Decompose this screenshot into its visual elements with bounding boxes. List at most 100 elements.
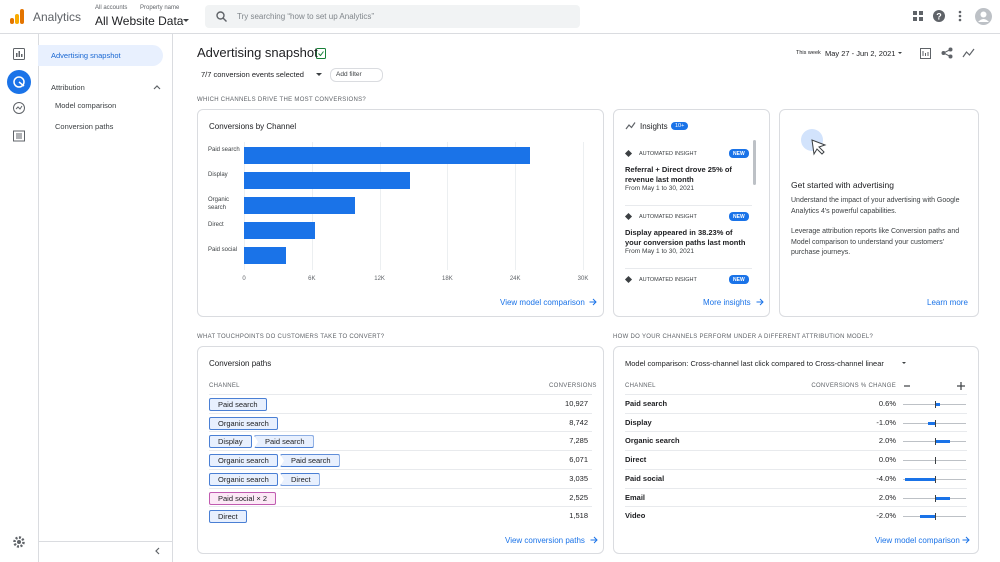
account-avatar[interactable] [975,8,992,25]
collapse-chevron[interactable] [153,84,161,90]
zero-tick [935,457,936,465]
grid-line [379,142,381,270]
change-label: 0.6% [878,399,896,408]
share-icon[interactable] [941,47,953,59]
zero-tick [935,513,936,521]
path-chip: Paid social × 2 [209,491,276,505]
zero-tick [935,438,936,446]
bar [244,246,286,264]
path-chip: Direct [280,472,320,486]
collapse-sidebar[interactable] [154,547,160,555]
conversions: 1,518 [569,511,588,521]
path-chip: Paid search [280,454,340,468]
search-placeholder: Try searching “how to set up Analytics” [237,12,375,21]
advertising-icon[interactable] [7,70,31,94]
section-header: HOW DO YOUR CHANNELS PERFORM UNDER A DIF… [613,334,874,340]
add-filter[interactable]: Add filter [336,71,362,78]
analytics-logo [10,9,24,24]
date-range[interactable]: May 27 - Jun 2, 2021 [825,49,896,58]
path-chip: Organic search [209,472,278,486]
row-line [209,431,592,433]
link-arrow [962,536,970,544]
divider [625,268,752,269]
bar-track [903,441,966,443]
row-line [625,394,967,395]
card-title: Conversion paths [209,359,272,368]
sidebar-group[interactable]: Attribution [51,83,85,92]
conversions: 7,285 [569,436,588,446]
y-tick-label: Direct [208,222,224,228]
bar [244,171,411,189]
sidebar-item[interactable]: Conversion paths [55,122,114,131]
sidebar-item[interactable]: Model comparison [55,101,117,110]
plus-icon[interactable] [956,380,966,392]
apps-icon[interactable] [913,11,923,21]
grid-line [515,142,517,270]
nav-rail [0,33,39,562]
conversions: 6,071 [569,455,588,465]
insight-text[interactable]: Referral + Direct drove 25% of revenue l… [625,165,732,184]
path-chip: Paid search [209,398,267,411]
add-filter-button[interactable] [330,68,383,82]
paragraph: Leverage attribution reports like Conver… [791,228,960,256]
insight-date: From May 1 to 30, 2021 [625,248,695,255]
row-line [625,450,967,452]
change-bar [920,515,935,519]
channel-name: Organic search [625,436,680,446]
card-link[interactable]: More insights [703,298,751,307]
scrollbar [753,140,756,185]
card-title[interactable]: Model comparison: Cross-channel last cli… [625,359,884,368]
saved-icon[interactable] [316,48,326,59]
customize-icon[interactable] [920,48,931,59]
illustration [801,129,827,156]
more-icon[interactable] [958,10,962,22]
page-title: Advertising snapshot [197,45,318,60]
channel-name: Paid social [625,473,665,483]
dropdown-arrow [316,73,322,76]
row-line [209,468,592,470]
search-box[interactable] [205,5,580,28]
card-link[interactable]: Learn more [927,298,968,307]
card-link[interactable]: View conversion paths [505,536,585,545]
bar-track [903,497,966,499]
reports-icon[interactable] [13,48,25,60]
insight-label: AUTOMATED INSIGHT [639,214,697,220]
minus-icon[interactable] [903,380,911,392]
explore-icon[interactable] [13,102,25,114]
insight-text[interactable]: Display appeared in 38.23% of your conve… [625,228,746,247]
conversions: 10,927 [565,399,588,408]
column-header: CHANNEL [625,383,656,389]
y-tick-label: Paid social [208,247,238,253]
insights-icon[interactable] [962,47,975,59]
sidebar-divider [38,541,172,542]
insight-label: AUTOMATED INSIGHT [639,151,697,157]
sidebar [38,33,173,562]
channel-name: Email [625,492,646,502]
sidebar-item[interactable]: Advertising snapshot [51,51,121,60]
conversions: 2,525 [569,492,588,502]
settings-icon[interactable] [13,536,25,548]
card-link[interactable]: View model comparison [500,298,585,307]
path-chip: Organic search [209,416,278,430]
change-label: 2.0% [878,492,896,502]
new-badge: NEW [729,212,749,221]
dropdown-arrow [898,52,902,54]
conversions: 8,742 [569,417,588,427]
bar-track [903,404,966,405]
bar [244,221,316,239]
property-selector[interactable]: All Website Data [95,14,184,28]
change-bar [935,403,940,406]
date-label: This week [796,50,821,56]
help-icon[interactable]: ? [933,10,945,22]
column-header: CHANNEL [209,383,240,389]
path-chip: Organic search [209,454,278,468]
row-line [209,394,592,395]
bar [244,146,530,164]
change-bar [935,496,950,500]
change-label: -4.0% [876,473,896,483]
card-link[interactable]: View model comparison [875,536,960,545]
breadcrumb: Property name [140,5,180,11]
configure-icon[interactable] [13,130,25,142]
conversion-filter[interactable]: 7/7 conversion events selected [201,70,304,79]
divider [625,205,752,206]
